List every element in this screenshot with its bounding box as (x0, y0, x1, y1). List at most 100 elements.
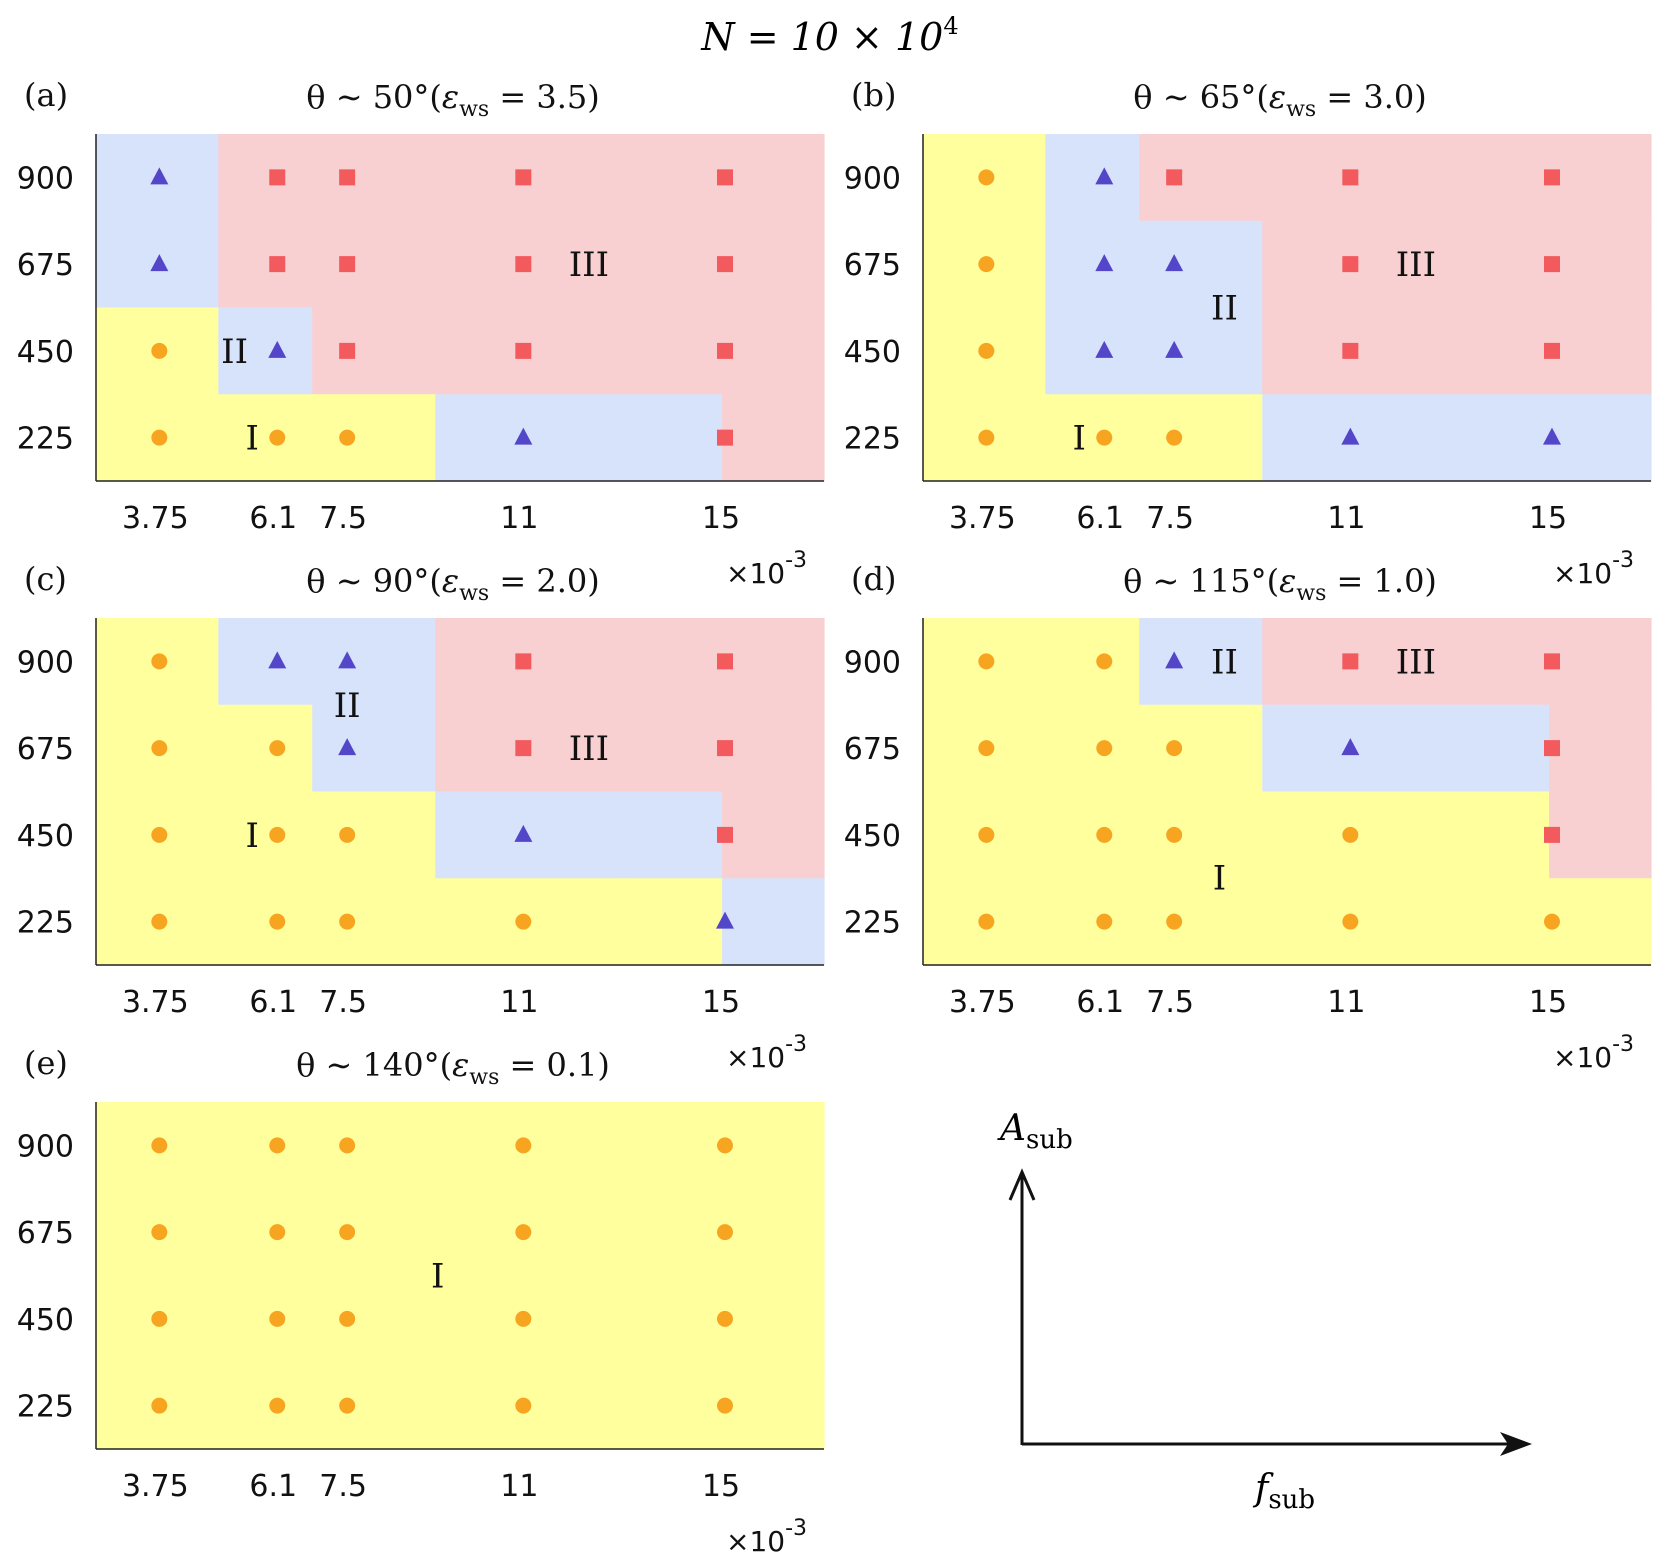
square-marker (515, 653, 532, 670)
figure-title: N = 10 × 104 (700, 12, 958, 59)
region-cell-III (312, 220, 436, 309)
region-cell-I (1139, 878, 1263, 966)
region-cell-I (1139, 704, 1263, 793)
square-marker (716, 653, 733, 670)
panel-label: (d) (851, 560, 896, 598)
y-tick-label: 675 (17, 1216, 74, 1251)
region-cell-III (623, 704, 723, 793)
y-tick-label: 450 (17, 1303, 74, 1338)
title-rest: = 2.0) (489, 562, 600, 600)
region-cell-I (218, 1275, 313, 1363)
circle-marker (151, 826, 168, 843)
region-cell-II (435, 791, 625, 879)
region-cell-I (1045, 618, 1140, 706)
region-label: II (221, 332, 248, 372)
square-marker (515, 169, 532, 186)
y-tick-label: 675 (844, 732, 901, 767)
region-cell-III (1450, 134, 1550, 222)
region-cell-I (1045, 878, 1140, 966)
region-cell-III (722, 307, 825, 395)
region-cell-III (722, 704, 825, 793)
title-rest: = 0.1) (499, 1046, 610, 1084)
title-subscript: ws (469, 1065, 499, 1090)
region-cell-I (623, 1362, 723, 1450)
circle-marker (269, 913, 286, 930)
circle-marker (339, 913, 356, 930)
y-tick-label: 450 (17, 335, 74, 370)
circle-marker (1096, 653, 1113, 670)
region-cell-III (722, 220, 825, 309)
region-cell-I (1139, 791, 1263, 879)
square-marker (1543, 169, 1560, 186)
region-label: II (334, 686, 361, 726)
circle-marker (269, 826, 286, 843)
circle-marker (978, 169, 995, 186)
region-cell-I (722, 1188, 825, 1277)
y-tick-label: 225 (844, 906, 901, 941)
panel-label: (c) (24, 560, 67, 598)
title-subscript: ws (459, 97, 489, 122)
triangle-marker (338, 738, 357, 756)
region-label: III (569, 245, 609, 285)
region-cell-II (218, 618, 313, 706)
x-tick-label: 11 (1327, 501, 1365, 536)
x-exponent-base: ×10 (1553, 1041, 1612, 1074)
circle-marker (269, 740, 286, 757)
region-cell-II (1450, 394, 1550, 482)
y-tick-label: 675 (17, 248, 74, 283)
circle-marker (269, 429, 286, 446)
title-theta: θ ∼ 50°( (306, 78, 442, 116)
region-cell-I (1139, 394, 1263, 482)
square-marker (716, 256, 733, 273)
title-epsilon: ε (1279, 562, 1296, 600)
y-tick-label: 225 (17, 1390, 74, 1425)
title-epsilon: ε (1269, 78, 1286, 116)
y-tick-label: 900 (844, 645, 901, 680)
region-cell-I (312, 394, 436, 482)
triangle-marker (1341, 738, 1360, 756)
region-cell-I (312, 1275, 436, 1363)
x-exponent-base: ×10 (726, 557, 785, 590)
region-cell-II (218, 307, 313, 395)
region-cell-I (1045, 704, 1140, 793)
panel-title: θ ∼ 90°(εws = 2.0) (306, 562, 599, 606)
region-cell-II (1045, 307, 1140, 395)
region-cell-III (623, 220, 723, 309)
x-exponent-power: -3 (785, 548, 807, 573)
circle-marker (1096, 826, 1113, 843)
region-cell-I (312, 1188, 436, 1277)
x-tick-label: 3.75 (122, 1469, 189, 1504)
x-tick-label: 11 (500, 501, 538, 536)
circle-marker (978, 826, 995, 843)
region-cell-III (1549, 618, 1652, 706)
square-marker (1166, 169, 1183, 186)
region-cell-I (1549, 878, 1652, 966)
region-label: III (569, 729, 609, 769)
circle-marker (269, 1310, 286, 1327)
square-marker (1342, 169, 1359, 186)
triangle-marker (268, 340, 287, 358)
region-cell-III (1549, 307, 1652, 395)
x-exponent-power: -3 (1612, 548, 1634, 573)
region-cell-III (1450, 307, 1550, 395)
circle-marker (339, 429, 356, 446)
x-tick-label: 7.5 (319, 985, 367, 1020)
x-exponent-base: ×10 (726, 1525, 785, 1558)
title-rest: = 3.0) (1316, 78, 1427, 116)
title-subscript: ws (1286, 97, 1316, 122)
x-tick-label: 6.1 (249, 501, 297, 536)
title-theta: θ ∼ 65°( (1133, 78, 1269, 116)
region-cell-III (1450, 618, 1550, 706)
circle-marker (339, 826, 356, 843)
title-epsilon: ε (442, 562, 459, 600)
region-cell-II (1262, 704, 1452, 793)
square-marker (1342, 342, 1359, 359)
region-cell-II (1045, 220, 1140, 309)
x-tick-label: 6.1 (1076, 501, 1124, 536)
circle-marker (151, 342, 168, 359)
x-tick-label: 6.1 (1076, 985, 1124, 1020)
